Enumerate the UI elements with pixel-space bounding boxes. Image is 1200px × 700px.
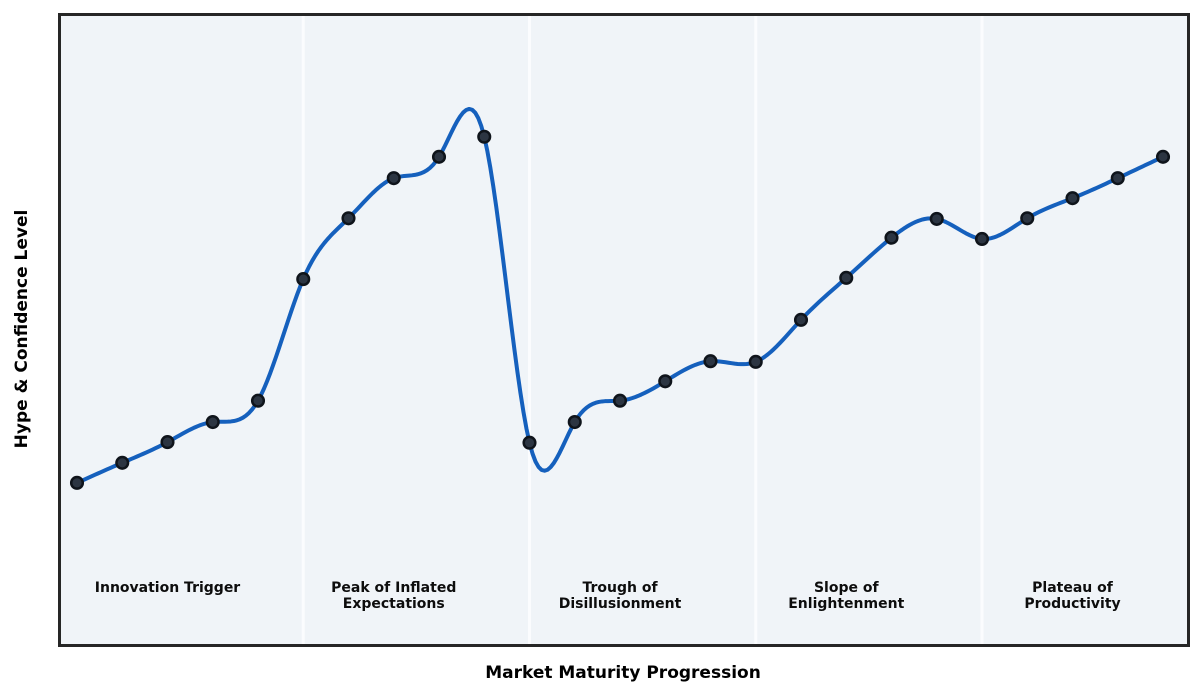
data-point-marker: [115, 455, 130, 470]
data-point-marker: [296, 272, 311, 287]
data-point-marker: [1020, 211, 1035, 226]
data-point-marker: [793, 312, 809, 327]
data-point-marker: [567, 414, 582, 430]
phase-label-slope-of-enlightenment: Slope of Enlightenment: [788, 580, 905, 612]
phase-label-plateau-of-productivity: Plateau of Productivity: [1024, 580, 1121, 612]
data-point-marker: [522, 435, 537, 450]
data-point-marker: [386, 171, 401, 186]
data-point-marker: [477, 129, 492, 144]
data-point-marker: [703, 354, 718, 369]
phase-label-innovation-trigger: Innovation Trigger: [94, 580, 241, 596]
data-point-marker: [160, 435, 175, 450]
data-point-marker: [612, 393, 628, 408]
data-point-marker: [658, 374, 673, 389]
data-point-marker: [839, 270, 854, 285]
data-point-marker: [205, 414, 220, 430]
data-point-marker: [974, 231, 990, 247]
data-point-marker: [1155, 149, 1171, 164]
phase-label-peak-of-inflated-expectations: Peak of Inflated Expectations: [331, 580, 457, 612]
data-point-marker: [884, 230, 899, 245]
plot-frame: [58, 13, 1190, 647]
phase-label-trough-of-disillusionment: Trough of Disillusionment: [558, 580, 682, 612]
data-point-marker: [748, 354, 763, 369]
data-point-marker: [431, 149, 447, 164]
data-point-marker: [1065, 191, 1080, 206]
data-point-marker: [341, 211, 356, 226]
plot-area: [58, 13, 1190, 647]
data-point-marker: [250, 393, 266, 408]
y-axis-label: Hype & Confidence Level: [12, 209, 32, 449]
data-point-marker: [929, 211, 944, 226]
data-point-marker: [69, 475, 85, 490]
data-point-marker: [1110, 171, 1125, 186]
x-axis-label: Market Maturity Progression: [485, 663, 761, 683]
